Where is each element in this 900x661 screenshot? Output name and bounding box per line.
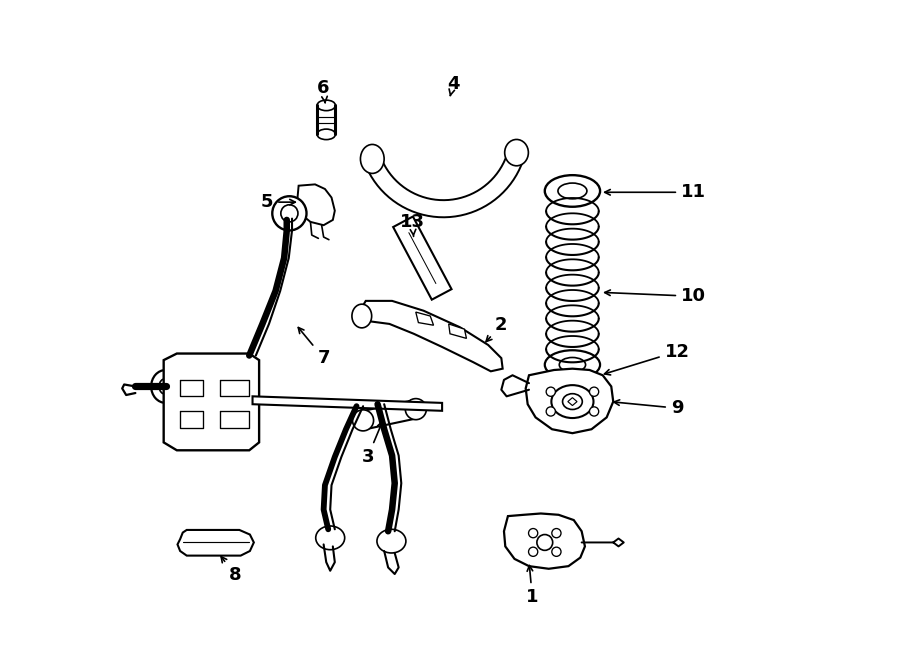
Ellipse shape [544, 175, 600, 207]
Ellipse shape [273, 196, 307, 231]
Text: 6: 6 [318, 79, 330, 103]
Text: 7: 7 [298, 327, 330, 367]
Circle shape [552, 529, 561, 538]
Ellipse shape [316, 526, 345, 550]
Ellipse shape [317, 129, 336, 139]
Polygon shape [361, 400, 418, 430]
Ellipse shape [352, 304, 372, 328]
Text: 5: 5 [261, 193, 295, 211]
Ellipse shape [159, 379, 172, 395]
Polygon shape [504, 514, 585, 568]
Circle shape [528, 547, 538, 557]
Text: 8: 8 [221, 557, 242, 584]
Circle shape [546, 387, 555, 397]
Circle shape [528, 529, 538, 538]
Text: 9: 9 [614, 399, 683, 417]
Polygon shape [297, 184, 335, 225]
Polygon shape [526, 369, 613, 433]
Text: 12: 12 [605, 342, 689, 375]
Ellipse shape [377, 529, 406, 553]
Ellipse shape [353, 410, 374, 431]
Circle shape [590, 387, 598, 397]
Text: 1: 1 [526, 566, 538, 606]
Polygon shape [359, 301, 503, 371]
Ellipse shape [559, 358, 586, 372]
Polygon shape [364, 151, 525, 217]
Circle shape [552, 547, 561, 557]
Polygon shape [177, 530, 254, 556]
Text: 2: 2 [486, 316, 508, 342]
Ellipse shape [544, 350, 600, 379]
Polygon shape [164, 354, 259, 450]
Circle shape [546, 407, 555, 416]
Ellipse shape [558, 183, 587, 199]
Polygon shape [449, 324, 466, 338]
Ellipse shape [281, 205, 298, 222]
Ellipse shape [405, 399, 427, 420]
Text: 10: 10 [605, 288, 706, 305]
Text: 3: 3 [362, 422, 382, 466]
Text: 11: 11 [605, 183, 706, 201]
Ellipse shape [151, 370, 180, 403]
Text: 4: 4 [447, 75, 460, 96]
Polygon shape [416, 312, 434, 325]
Polygon shape [253, 397, 442, 410]
Circle shape [537, 535, 553, 551]
Ellipse shape [505, 139, 528, 166]
Polygon shape [568, 398, 577, 406]
Ellipse shape [562, 394, 582, 409]
Polygon shape [393, 217, 452, 299]
Ellipse shape [360, 145, 384, 173]
Ellipse shape [552, 385, 593, 418]
Ellipse shape [317, 100, 336, 110]
Circle shape [590, 407, 598, 416]
Text: 13: 13 [400, 213, 425, 237]
